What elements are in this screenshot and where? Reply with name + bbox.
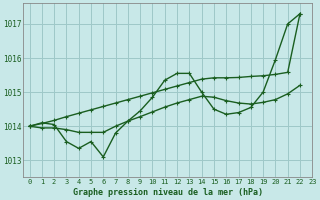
X-axis label: Graphe pression niveau de la mer (hPa): Graphe pression niveau de la mer (hPa) [73,188,263,197]
